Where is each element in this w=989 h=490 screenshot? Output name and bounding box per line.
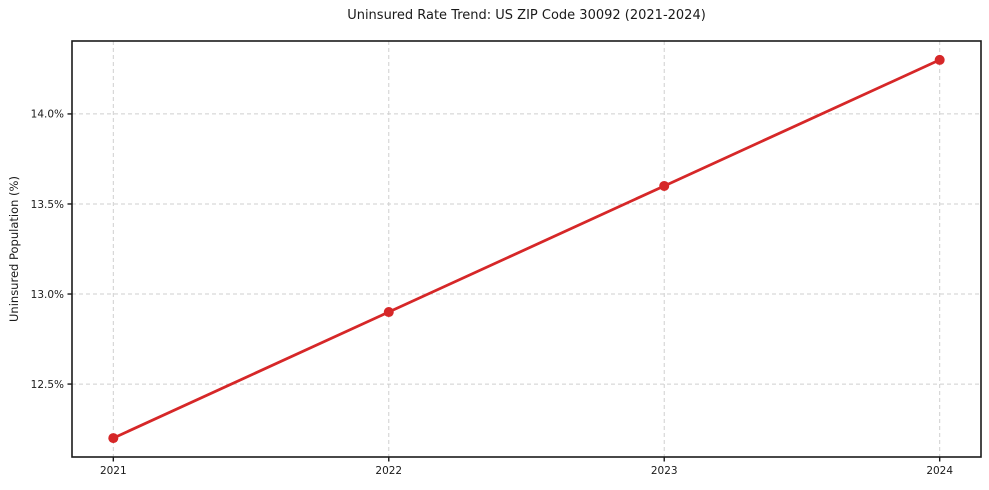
data-point [383,307,394,318]
chart-title: Uninsured Rate Trend: US ZIP Code 30092 … [347,8,706,23]
x-tick-label: 2024 [926,465,953,477]
x-tick-label: 2021 [100,465,127,477]
data-line [111,58,942,440]
data-point [659,180,670,191]
y-tick-label: 13.5% [31,199,64,211]
x-tick-label: 2023 [651,465,678,477]
y-tick-label: 13.0% [31,289,64,301]
x-tick-label: 2022 [375,465,402,477]
data-point [934,54,945,65]
plot-border [71,40,982,458]
y-tick-label: 12.5% [31,379,64,391]
y-tick-label: 14.0% [31,109,64,121]
data-point [108,433,119,444]
